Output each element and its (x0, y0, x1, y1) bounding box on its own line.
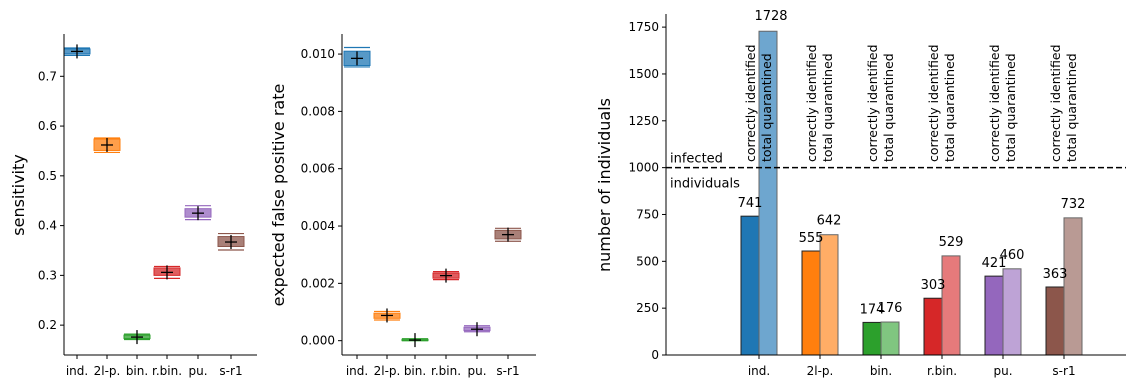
x-tick-label: ind. (748, 364, 770, 378)
series-label-correct: correctly identified (804, 44, 819, 162)
y-tick-label: 1250 (628, 114, 659, 128)
bar-correct-pu. (984, 275, 1004, 356)
y-tick-label: 0.2 (38, 318, 57, 332)
y-tick-label: 0.5 (38, 169, 57, 183)
y-tick-label: 0.6 (38, 119, 57, 133)
x-tick-label: s-r1 (496, 364, 519, 378)
x-tick-label: bin. (404, 364, 426, 378)
y-tick-label: 0.002 (301, 276, 335, 290)
false-positive-y-label: expected false positive rate (269, 84, 288, 307)
quarantine-bars (740, 30, 1083, 356)
x-tick-label: pu. (188, 364, 207, 378)
x-tick-label: 2l-p. (94, 364, 121, 378)
y-tick-label: 0.008 (301, 104, 335, 118)
value-label-correct: 174 (860, 302, 885, 317)
y-tick-label: 0.004 (301, 219, 335, 233)
value-label-correct: 421 (982, 256, 1007, 271)
y-tick-label: 1000 (628, 161, 659, 175)
x-tick-label: r.bin. (927, 364, 957, 378)
value-label-total: 176 (878, 301, 903, 316)
bar-correct-2l-p. (801, 250, 821, 356)
series-label-correct: correctly identified (1048, 44, 1063, 162)
value-label-total: 642 (817, 214, 842, 229)
series-label-correct: correctly identified (926, 44, 941, 162)
quarantine-y-label: number of individuals (595, 98, 614, 272)
sensitivity-y-label: sensitivity (9, 154, 28, 235)
y-tick-label: 0.006 (301, 162, 335, 176)
x-tick-label: 2l-p. (374, 364, 401, 378)
series-label-total: total quarantined (1064, 53, 1079, 162)
sensitivity-boxes (63, 44, 245, 345)
y-tick-label: 0.010 (301, 47, 335, 61)
y-tick-label: 1500 (628, 67, 659, 81)
series-label-total: total quarantined (820, 53, 835, 162)
y-tick-label: 0 (651, 348, 659, 362)
x-tick-label: ind. (346, 364, 368, 378)
y-tick-label: 1750 (628, 20, 659, 34)
x-tick-label: bin. (870, 364, 892, 378)
bar-total-s-r1 (1063, 217, 1083, 356)
series-label-total: total quarantined (881, 53, 896, 162)
series-label-correct: correctly identified (865, 44, 880, 162)
x-tick-label: 2l-p. (807, 364, 834, 378)
value-label-total: 460 (1000, 248, 1025, 263)
value-label-correct: 555 (799, 231, 824, 246)
series-label-total: total quarantined (942, 53, 957, 162)
series-label-total: total quarantined (1003, 53, 1018, 162)
x-tick-label: r.bin. (152, 364, 182, 378)
quarantine-series-labels: correctly identified total quarantined cor… (743, 44, 1079, 162)
false-positive-boxes (343, 46, 522, 348)
y-tick-label: 500 (636, 254, 659, 268)
value-label-correct: 303 (921, 278, 946, 293)
bar-correct-ind. (740, 215, 760, 356)
x-tick-label: s-r1 (1052, 364, 1075, 378)
value-label-total: 529 (939, 235, 964, 250)
bar-correct-r.bin. (923, 297, 943, 356)
y-tick-label: 0.4 (38, 219, 57, 233)
infected-label: infected (670, 152, 723, 167)
value-label-correct: 741 (738, 196, 763, 211)
y-tick-label: 0.3 (38, 268, 57, 282)
sensitivity-x-ticks: ind. 2l-p. bin. r.bin. pu. s-r1 (66, 355, 243, 378)
series-label-correct: correctly identified (987, 44, 1002, 162)
sensitivity-panel: 0.2 0.3 0.4 0.5 0.6 0.7 ind. 2l-p. bin. r.bin. pu… (9, 34, 257, 378)
series-label-total: total quarantined (759, 53, 774, 162)
y-tick-label: 750 (636, 207, 659, 221)
individuals-label: individuals (670, 177, 740, 192)
y-tick-label: 0.7 (38, 69, 57, 83)
bar-correct-bin. (862, 321, 882, 356)
x-tick-label: bin. (126, 364, 148, 378)
x-tick-label: s-r1 (219, 364, 242, 378)
bar-total-r.bin. (941, 255, 961, 356)
x-tick-label: r.bin. (431, 364, 461, 378)
sensitivity-y-ticks: 0.2 0.3 0.4 0.5 0.6 0.7 (38, 69, 64, 332)
false-positive-y-ticks: 0.000 0.002 0.004 0.006 0.008 0.010 (301, 47, 342, 348)
bar-total-bin. (880, 321, 900, 356)
series-label-correct: correctly identified (743, 44, 758, 162)
false-positive-x-ticks: ind. 2l-p. bin. r.bin. pu. s-r1 (346, 355, 520, 378)
x-tick-label: ind. (66, 364, 88, 378)
x-tick-label: pu. (993, 364, 1012, 378)
quarantine-y-ticks: 0 250 500 750 1000 1250 1500 1750 (628, 20, 666, 362)
value-label-total: 732 (1061, 197, 1086, 212)
y-tick-label: 250 (636, 301, 659, 315)
false-positive-panel: 0.000 0.002 0.004 0.006 0.008 0.010 ind. 2l-p.… (269, 34, 536, 378)
y-tick-label: 0.000 (301, 334, 335, 348)
bar-total-pu. (1002, 268, 1022, 356)
quarantine-x-ticks: ind. 2l-p. bin. r.bin. pu. s-r1 (748, 355, 1076, 378)
x-tick-label: pu. (467, 364, 486, 378)
value-label-correct: 363 (1043, 267, 1068, 282)
value-label-total: 1728 (754, 9, 787, 24)
bar-total-2l-p. (819, 234, 839, 356)
bar-correct-s-r1 (1045, 286, 1065, 356)
